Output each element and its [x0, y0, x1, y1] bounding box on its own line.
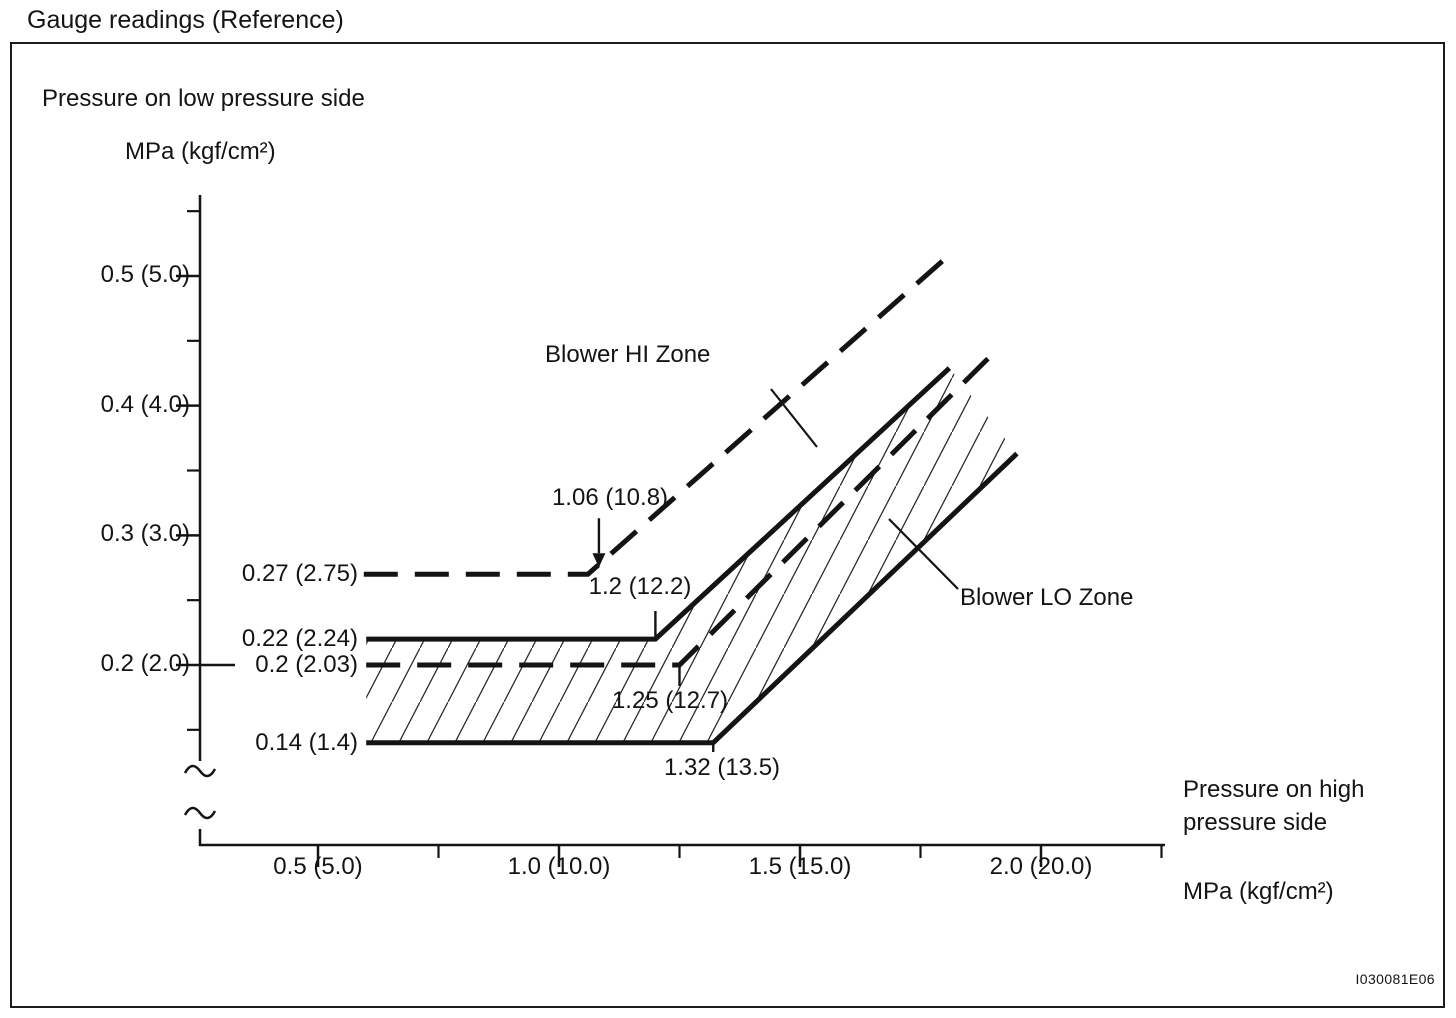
x-axis-title: Pressure on high pressure side [1183, 773, 1364, 839]
figure-code: I030081E06 [1355, 971, 1435, 987]
lo-upper-y-value: 0.22 (2.24) [241, 625, 358, 652]
x-axis-unit: MPa (kgf/cm²) [1183, 878, 1334, 905]
y-tick-label: 0.2 (2.0) [100, 650, 190, 677]
y-tick-label: 0.4 (4.0) [100, 390, 190, 418]
hi-lower-knee-value: 1.25 (12.7) [611, 687, 729, 714]
hi-zone-pointer [770, 388, 818, 448]
y-axis-unit: MPa (kgf/cm²) [125, 138, 276, 165]
y-tick-label: 0.5 (5.0) [100, 260, 190, 288]
hi-upper-y-value: 0.27 (2.75) [241, 560, 358, 587]
x-axis-title-line2: pressure side [1183, 809, 1328, 836]
lo-lower-y-value: 0.14 (1.4) [255, 729, 358, 756]
blower-lo-zone-band [366, 368, 1017, 743]
hi-lower-y-value: 0.2 (2.03) [255, 651, 358, 678]
x-tick-label: 2.0 (20.0) [989, 853, 1093, 880]
series-blower-lo-zone-upper [366, 366, 952, 642]
blower-hi-zone-label: Blower HI Zone [545, 341, 711, 368]
lo-lower-knee-value: 1.32 (13.5) [663, 754, 781, 781]
lo-zone-pointer [888, 518, 959, 590]
blower-lo-zone-label: Blower LO Zone [960, 584, 1134, 611]
x-tick-label: 1.0 (10.0) [507, 853, 611, 880]
y-tick-label: 0.3 (3.0) [100, 520, 190, 548]
hi-upper-knee-value: 1.06 (10.8) [551, 484, 669, 511]
page-title: Gauge readings (Reference) [27, 6, 344, 34]
hi-upper-knee-arrowhead [592, 553, 606, 568]
chart-frame [10, 42, 1445, 1008]
x-tick-label: 1.5 (15.0) [748, 853, 852, 880]
x-axis-title-line1: Pressure on high [1183, 776, 1365, 803]
series-blower-lo-zone-lower [366, 451, 1019, 746]
y-axis-break-upper [183, 764, 217, 778]
series-blower-hi-zone-upper [363, 257, 947, 577]
y-axis-break-lower [183, 806, 217, 820]
lo-upper-knee-value: 1.2 (12.2) [588, 573, 692, 600]
x-tick-label: 0.5 (5.0) [273, 853, 363, 880]
y-axis-title: Pressure on low pressure side [42, 85, 365, 112]
